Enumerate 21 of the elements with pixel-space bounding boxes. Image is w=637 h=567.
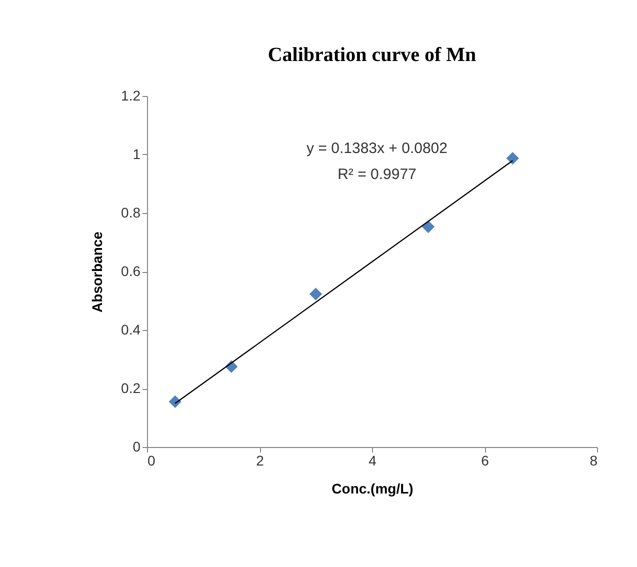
y-tick-label: 1 (132, 146, 141, 162)
annotation: R² = 0.9977 (338, 166, 416, 183)
y-tick-label: 0.8 (121, 204, 141, 220)
point (422, 220, 435, 234)
y-tick-label: 0.6 (121, 263, 141, 279)
chart-title: Calibration curve of Mn (268, 44, 476, 66)
x-tick-label: 8 (590, 452, 598, 468)
y-axis-title: Absorbance (89, 231, 106, 312)
y-tick-label: 0.2 (121, 380, 141, 396)
point (309, 288, 322, 300)
y-tick-label: 0 (132, 438, 141, 454)
x-axis-title: Conc.(mg/L) (332, 480, 414, 496)
y-tick-label: 0.4 (121, 322, 141, 338)
point (506, 152, 519, 165)
x-tick-label: 4 (368, 452, 377, 468)
x-tick-label: 0 (148, 452, 156, 468)
y-tick-label: 1.2 (121, 88, 141, 104)
annotation: y = 0.1383x + 0.0802 (306, 140, 448, 157)
x-tick-label: 2 (256, 452, 264, 468)
point (168, 395, 182, 408)
x-tick-label: 6 (481, 452, 490, 468)
